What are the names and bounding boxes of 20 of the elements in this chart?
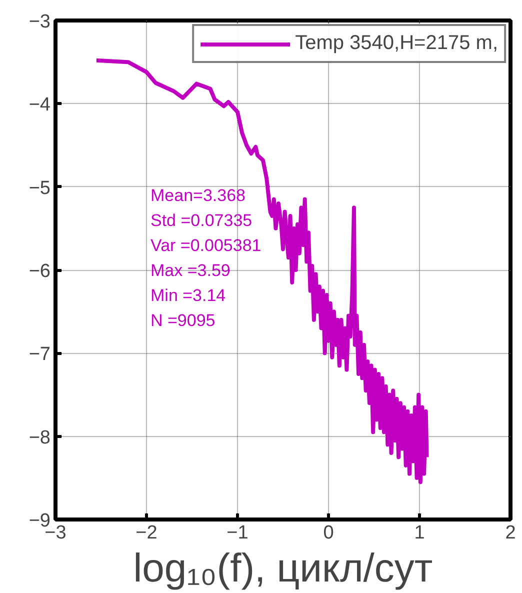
annotation: Var =0.005381	[150, 236, 262, 256]
legend-label: Temp 3540,H=2175 m,	[295, 32, 498, 55]
x-axis-title: log₁₀(f), цикл/сут	[133, 546, 433, 590]
annotation: N =9095	[150, 310, 216, 330]
line-series	[94, 58, 429, 484]
y-tick-label: −5	[28, 178, 51, 199]
x-tick-label: 2	[505, 522, 516, 544]
x-tick-label: 0	[323, 522, 334, 544]
y-tick-label: −3	[28, 12, 51, 32]
x-tick-label: −2	[136, 522, 158, 544]
annotation: Std =0.07335	[150, 211, 252, 230]
y-tick-label: −8	[28, 427, 51, 448]
x-tick-label: 1	[414, 522, 425, 544]
annotation: Max =3.59	[150, 260, 230, 280]
annotation: Min =3.14	[150, 286, 226, 305]
y-tick-label: −7	[28, 344, 51, 366]
x-tick-label: −1	[226, 522, 248, 544]
annotation: Mean=3.368	[150, 186, 246, 206]
y-tick-label: −4	[28, 94, 51, 116]
y-tick-label: −6	[28, 261, 51, 282]
